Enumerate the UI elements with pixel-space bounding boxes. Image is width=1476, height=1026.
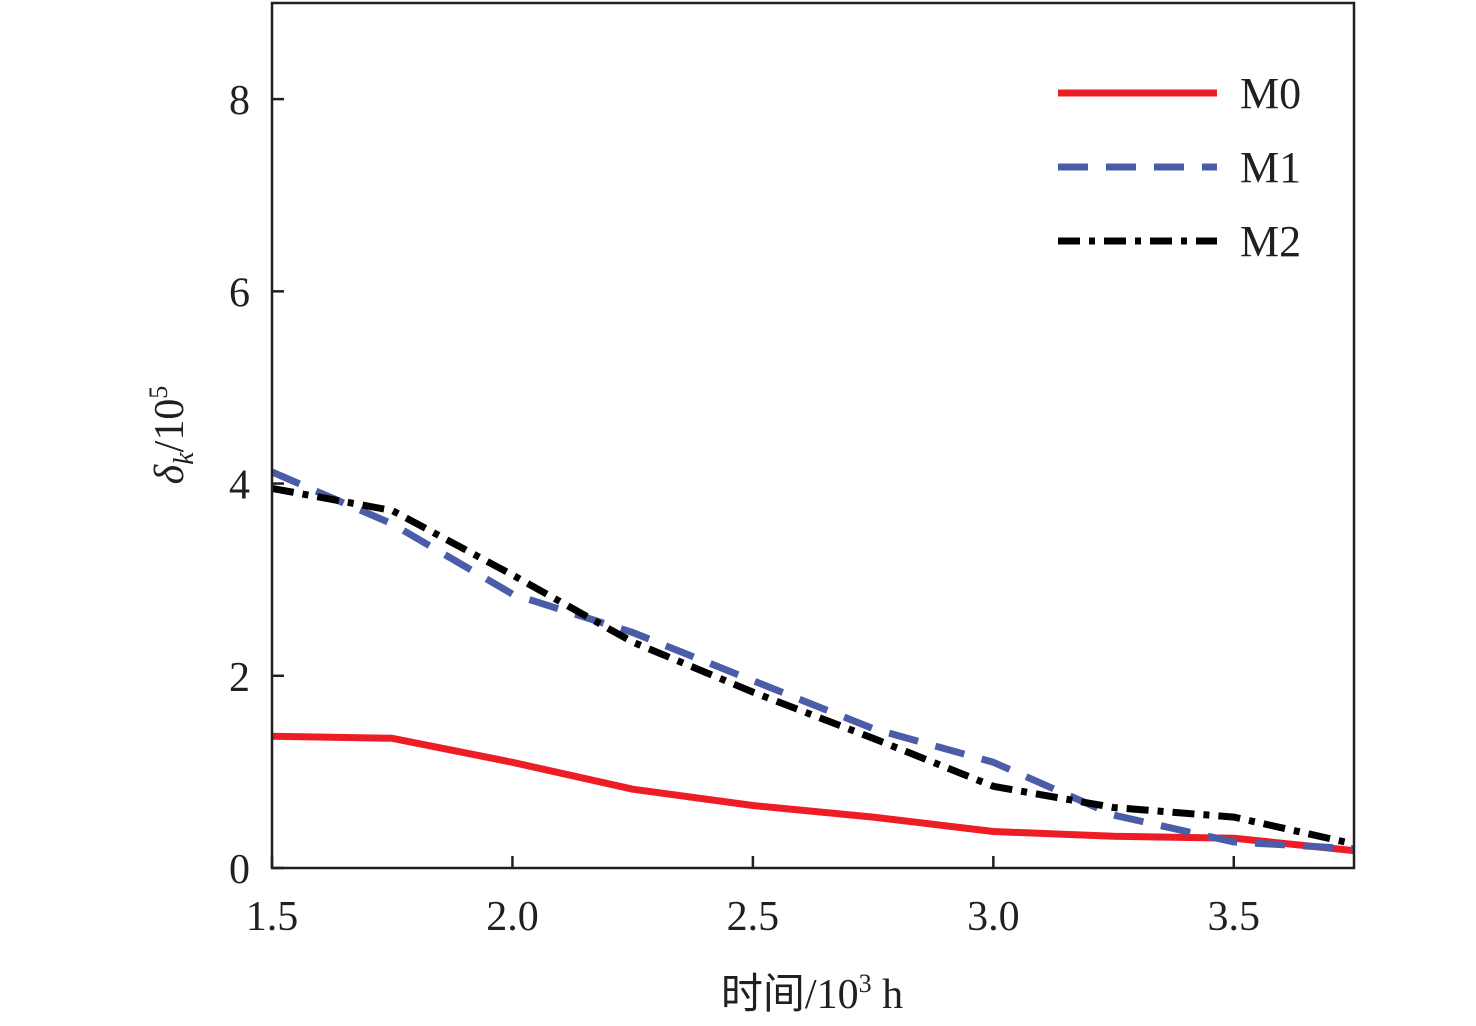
y-tick-label: 4 xyxy=(229,463,250,509)
x-axis-title-superscript: 3 xyxy=(859,969,872,998)
x-tick-label: 2.0 xyxy=(486,894,539,940)
legend-label-m1: M1 xyxy=(1240,143,1301,192)
axis-layer: 1.5 2.0 2.5 3.0 3.5 0 2 4 6 8 xyxy=(229,78,1260,940)
x-tick-label: 3.0 xyxy=(967,894,1020,940)
series-line-m1 xyxy=(272,468,1354,853)
legend-label-m2: M2 xyxy=(1240,217,1301,266)
series-line-m0 xyxy=(272,732,1354,855)
series-layer xyxy=(272,468,1354,855)
y-tick-label: 2 xyxy=(229,655,250,701)
y-axis-title: δk/105 xyxy=(144,386,200,485)
y-tick-label: 0 xyxy=(229,847,250,893)
legend: M0 M1 M2 xyxy=(1058,69,1301,266)
y-tick-label: 8 xyxy=(229,78,250,124)
series-line-m2 xyxy=(272,484,1354,848)
x-tick-label: 1.5 xyxy=(246,894,299,940)
plot-frame xyxy=(270,1,1356,870)
legend-label-m0: M0 xyxy=(1240,69,1301,118)
y-axis-title-superscript: 5 xyxy=(144,386,173,399)
x-tick-label: 3.5 xyxy=(1208,894,1261,940)
x-axis-title: 时间/103 h xyxy=(721,969,903,1018)
y-tick-label: 6 xyxy=(229,270,250,316)
x-tick-label: 2.5 xyxy=(727,894,780,940)
